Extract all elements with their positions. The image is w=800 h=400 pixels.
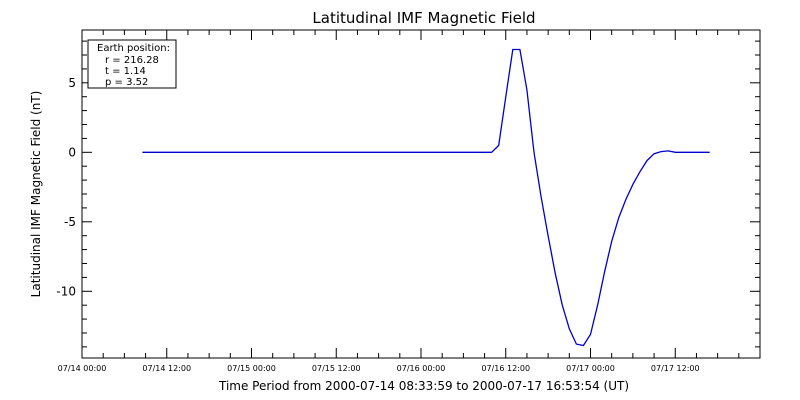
y-tick-label: -10: [56, 284, 76, 298]
chart-title: Latitudinal IMF Magnetic Field: [312, 9, 535, 27]
x-axis-label: Time Period from 2000-07-14 08:33:59 to …: [218, 379, 629, 393]
x-tick-label: 07/15 12:00: [312, 364, 361, 373]
x-axis: 07/14 00:00 07/14 12:00 07/15 00:00 07/15 1…: [58, 30, 740, 373]
x-tick-label: 07/17 00:00: [566, 364, 615, 373]
series-line: [142, 48, 710, 347]
plot-frame: [81, 29, 761, 359]
plot-area: 5 0 -5 -10 07/14 00:00 07/14 12:00 07/15 00:0…: [56, 29, 761, 373]
x-tick-label: 07/16 12:00: [481, 364, 530, 373]
legend-line-t: t = 1.14: [105, 66, 146, 77]
x-tick-label: 07/14 00:00: [58, 364, 107, 373]
legend-box: [87, 39, 177, 89]
x-tick-label: 07/16 00:00: [397, 364, 446, 373]
legend-line-r: r = 216.28: [105, 55, 159, 66]
legend-line-heading: Earth position:: [97, 43, 170, 54]
y-tick-label: -5: [64, 215, 76, 229]
y-axis: 5 0 -5 -10: [56, 40, 760, 348]
legend-line-p: p = 3.52: [105, 77, 148, 88]
x-tick-label: 07/14 12:00: [142, 364, 191, 373]
x-tick-label: 07/17 12:00: [651, 364, 700, 373]
x-tick-label: 07/15 00:00: [227, 364, 276, 373]
y-axis-label: Latitudinal IMF Magnetic Field (nT): [29, 91, 43, 298]
y-tick-label: 5: [68, 76, 76, 90]
y-tick-label: 0: [68, 145, 76, 159]
legend: Earth position: r = 216.28 t = 1.14 p = …: [87, 39, 177, 89]
